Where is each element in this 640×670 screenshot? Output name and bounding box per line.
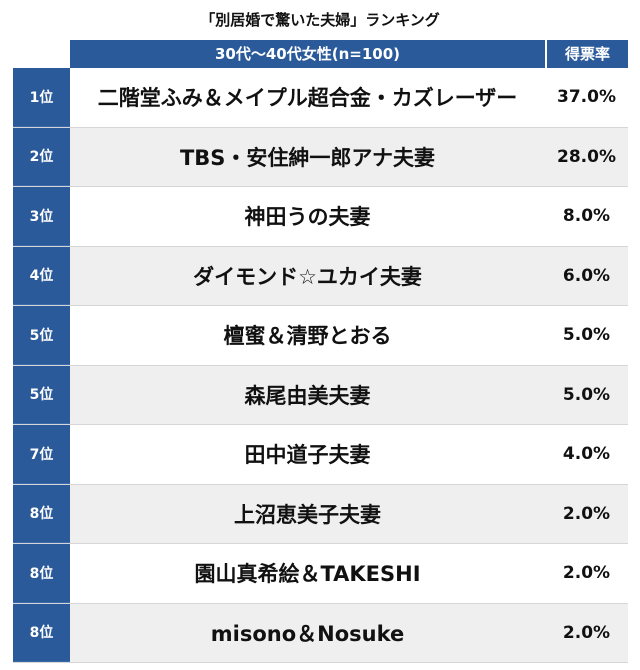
table-row: 8位 上沼恵美子夫妻 2.0% [13, 484, 628, 544]
percent-cell: 37.0% [545, 68, 628, 127]
header-column-percent: 得票率 [547, 40, 628, 68]
rank-cell: 7位 [13, 425, 70, 484]
table-row: 8位 misono＆Nosuke 2.0% [13, 603, 628, 663]
table-row: 5位 檀蜜＆清野とおる 5.0% [13, 306, 628, 366]
table-row: 1位 二階堂ふみ＆メイプル超合金・カズレーザー 37.0% [13, 68, 628, 128]
table-row: 3位 神田うの夫妻 8.0% [13, 187, 628, 247]
name-cell: 園山真希絵＆TAKESHI [70, 544, 545, 603]
rank-cell: 5位 [13, 365, 70, 424]
percent-cell: 5.0% [545, 365, 628, 424]
rank-cell: 3位 [13, 187, 70, 246]
table-row: 8位 園山真希絵＆TAKESHI 2.0% [13, 544, 628, 604]
ranking-table: 30代〜40代女性(n=100) 得票率 1位 二階堂ふみ＆メイプル超合金・カズレ… [13, 40, 628, 663]
table-row: 7位 田中道子夫妻 4.0% [13, 425, 628, 485]
rank-cell: 2位 [13, 127, 70, 186]
percent-cell: 4.0% [545, 425, 628, 484]
percent-cell: 2.0% [545, 484, 628, 543]
name-cell: misono＆Nosuke [70, 603, 545, 662]
name-cell: 田中道子夫妻 [70, 425, 545, 484]
table-body: 1位 二階堂ふみ＆メイプル超合金・カズレーザー 37.0% 2位 TBS・安住紳一郎アナ… [13, 68, 628, 663]
percent-cell: 2.0% [545, 544, 628, 603]
name-cell: TBS・安住紳一郎アナ夫妻 [70, 127, 545, 186]
rank-cell: 5位 [13, 306, 70, 365]
percent-cell: 2.0% [545, 603, 628, 662]
percent-cell: 6.0% [545, 246, 628, 305]
name-cell: 神田うの夫妻 [70, 187, 545, 246]
rank-cell: 8位 [13, 484, 70, 543]
table-row: 4位 ダイモンド☆ユカイ夫妻 6.0% [13, 246, 628, 306]
name-cell: 檀蜜＆清野とおる [70, 306, 545, 365]
rank-cell: 8位 [13, 544, 70, 603]
name-cell: ダイモンド☆ユカイ夫妻 [70, 246, 545, 305]
table-row: 2位 TBS・安住紳一郎アナ夫妻 28.0% [13, 127, 628, 187]
name-cell: 森尾由美夫妻 [70, 365, 545, 424]
percent-cell: 28.0% [545, 127, 628, 186]
name-cell: 二階堂ふみ＆メイプル超合金・カズレーザー [70, 68, 545, 127]
table-header: 30代〜40代女性(n=100) 得票率 [13, 40, 628, 68]
name-cell: 上沼恵美子夫妻 [70, 484, 545, 543]
percent-cell: 5.0% [545, 306, 628, 365]
percent-cell: 8.0% [545, 187, 628, 246]
rank-cell: 8位 [13, 603, 70, 662]
header-column-main: 30代〜40代女性(n=100) [70, 40, 545, 68]
rank-cell: 4位 [13, 246, 70, 305]
table-row: 5位 森尾由美夫妻 5.0% [13, 365, 628, 425]
chart-title: 「別居婚で驚いた夫婦」ランキング [200, 11, 440, 29]
rank-cell: 1位 [13, 68, 70, 127]
